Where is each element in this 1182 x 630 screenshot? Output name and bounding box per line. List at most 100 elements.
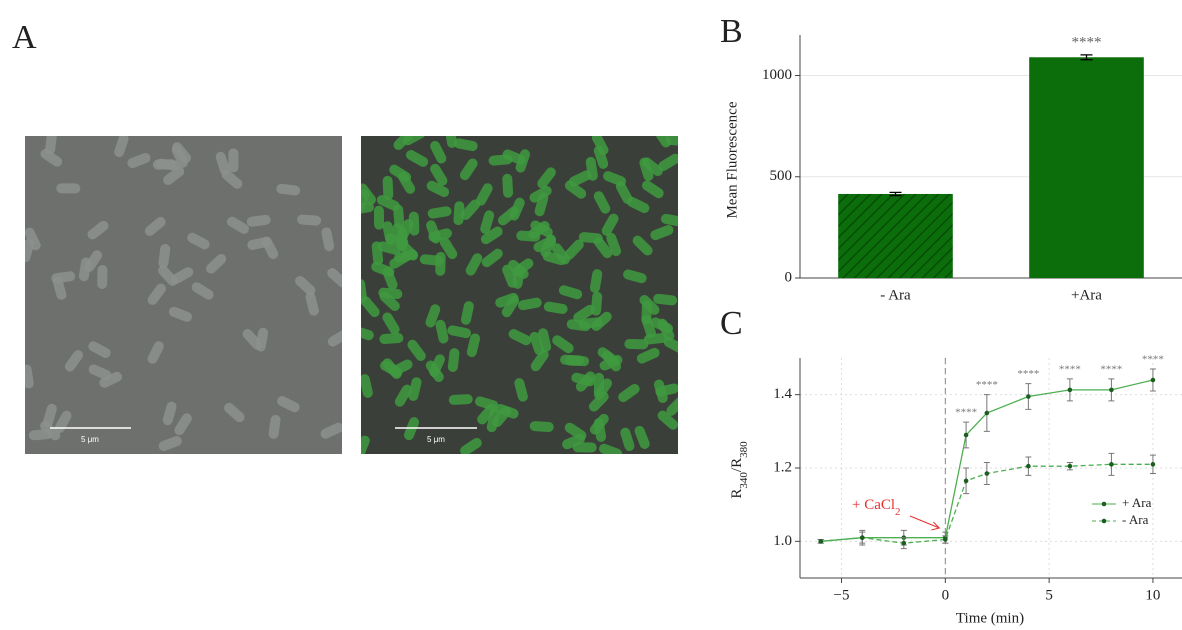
point <box>1067 387 1073 393</box>
cell <box>295 275 316 296</box>
cell <box>665 136 678 147</box>
cell <box>626 196 650 214</box>
x-tick-label: +Ara <box>1071 287 1102 303</box>
cell <box>481 248 503 268</box>
cell <box>152 159 177 170</box>
cell <box>480 226 503 245</box>
cell <box>114 136 129 158</box>
cell <box>460 199 481 220</box>
cell <box>327 268 342 288</box>
cell <box>427 206 452 219</box>
cell <box>215 151 230 176</box>
cell <box>376 195 400 211</box>
cell <box>158 265 178 286</box>
cell <box>191 282 214 300</box>
cell <box>480 210 495 234</box>
cell <box>650 225 674 241</box>
cell <box>502 149 526 165</box>
cell <box>572 442 597 453</box>
label-part: /R <box>729 458 745 472</box>
cell <box>147 283 166 305</box>
cell <box>603 171 627 187</box>
cell <box>64 350 84 372</box>
cell <box>305 292 319 316</box>
cell <box>40 420 61 441</box>
x-tick-label: 5 <box>1045 587 1053 603</box>
cell <box>242 329 262 350</box>
cell <box>653 293 678 306</box>
cell <box>529 421 554 432</box>
annotation: **** <box>1142 354 1164 366</box>
cell <box>162 401 177 426</box>
point <box>963 432 969 438</box>
cell <box>429 354 445 378</box>
cell <box>361 296 380 318</box>
cell <box>533 236 557 253</box>
cell <box>508 329 532 346</box>
point <box>984 410 990 416</box>
annotation: **** <box>955 407 977 419</box>
cell <box>25 364 34 389</box>
cell <box>663 337 678 354</box>
cell <box>538 328 552 352</box>
cell <box>439 237 458 260</box>
cell <box>502 173 514 198</box>
cell <box>589 413 609 435</box>
cell <box>632 235 653 256</box>
cell <box>497 206 519 226</box>
cell <box>397 219 414 242</box>
series-line <box>820 379 1154 542</box>
cell <box>447 325 472 339</box>
cell <box>606 232 622 257</box>
cell <box>552 335 574 354</box>
legend-marker <box>1101 518 1107 524</box>
cell <box>666 395 678 416</box>
cell <box>447 348 460 372</box>
cell <box>84 250 103 272</box>
cell <box>361 278 367 303</box>
x-tick-label: 10 <box>1145 587 1160 603</box>
cell <box>361 435 370 454</box>
cell <box>158 244 171 268</box>
label-part: 380 <box>738 441 750 458</box>
cell <box>430 140 447 164</box>
label-part: + CaCl <box>852 497 895 513</box>
cell <box>425 304 441 328</box>
cell <box>564 180 587 199</box>
panel-label: A <box>12 19 37 56</box>
cell <box>382 312 400 335</box>
cell <box>382 175 394 200</box>
cell <box>393 204 405 229</box>
cell <box>247 236 272 250</box>
cell <box>475 183 493 206</box>
cell <box>594 378 612 400</box>
event-label: + CaCl2 <box>852 497 901 517</box>
cell <box>643 332 668 345</box>
y-tick-label: 1.4 <box>773 386 792 402</box>
point <box>1109 387 1114 393</box>
cell <box>52 276 67 300</box>
cell <box>144 217 166 236</box>
annotation: **** <box>1017 368 1039 380</box>
cell <box>642 180 664 199</box>
cell <box>382 358 402 379</box>
cell <box>593 237 613 259</box>
cell <box>551 243 571 265</box>
cell <box>407 339 426 361</box>
point <box>1026 463 1031 469</box>
panel-label: B <box>720 13 743 50</box>
cell <box>501 295 520 318</box>
cell <box>618 383 640 403</box>
cell <box>228 148 239 173</box>
cell <box>226 216 250 234</box>
cell <box>168 306 193 322</box>
cell <box>88 341 111 359</box>
cell <box>187 232 210 250</box>
cell <box>460 437 482 454</box>
cell <box>564 239 584 260</box>
label-part: 2 <box>895 506 901 518</box>
cell <box>45 136 57 155</box>
cell <box>601 213 619 236</box>
cell <box>158 436 182 451</box>
